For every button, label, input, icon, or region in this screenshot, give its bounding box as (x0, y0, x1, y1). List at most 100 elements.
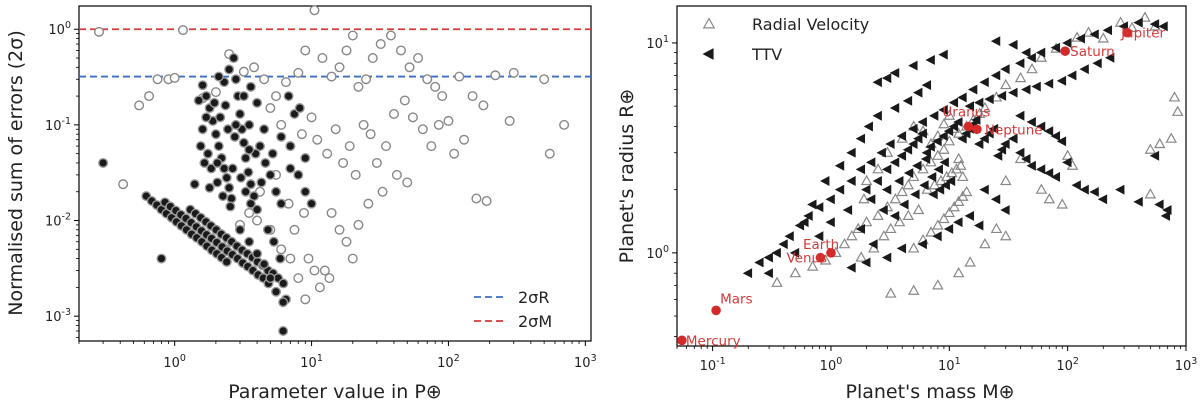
radial-velocity-point (846, 230, 858, 241)
filled-circle-point (283, 91, 294, 102)
ttv-point (917, 117, 927, 127)
ttv-point (1102, 25, 1113, 36)
radial-velocity-point (938, 143, 950, 154)
ttv-point (953, 117, 963, 127)
ttv-point (1021, 84, 1031, 95)
filled-circle-point (201, 91, 212, 102)
ttv-point (917, 128, 927, 139)
open-circle-point (324, 273, 335, 284)
filled-circle-point (230, 74, 241, 85)
planet-mars (711, 305, 721, 316)
open-circle-point (391, 169, 402, 180)
right-y-axis-label: Planet's radius R⊕ (616, 89, 638, 264)
ttv-point (919, 180, 929, 191)
ttv-point (920, 154, 931, 164)
open-circle-point (300, 294, 311, 305)
ttv-point (908, 123, 918, 134)
open-circle-point (210, 87, 221, 98)
ttv-point (1015, 58, 1025, 69)
filled-circle-point (245, 179, 256, 190)
ttv-point (899, 199, 909, 210)
ttv-point (861, 184, 871, 195)
filled-circle-point (260, 157, 271, 168)
legend-ttv-marker (702, 48, 714, 60)
filled-circle-point (276, 198, 287, 209)
ttv-point (1062, 38, 1072, 48)
open-circle-point (404, 62, 415, 73)
ttv-point (1050, 42, 1061, 53)
open-circle-point (471, 193, 482, 204)
open-circle-point (459, 134, 470, 145)
ttv-point (803, 210, 813, 221)
ttv-point (1079, 184, 1089, 195)
open-circle-point (544, 148, 555, 159)
ttv-point (1071, 180, 1081, 191)
planet-label-venus: Venus (786, 251, 827, 267)
ttv-point (1160, 210, 1171, 221)
y-tick-label: 10-3 (45, 307, 71, 325)
filled-circle-point (293, 169, 304, 180)
radial-velocity-point (1035, 51, 1048, 62)
filled-circle-point (252, 204, 263, 215)
ttv-point (889, 103, 900, 113)
radial-velocity-point (952, 266, 965, 278)
open-circle-point (508, 67, 519, 78)
open-circle-point (249, 62, 260, 73)
ttv-point (1031, 81, 1041, 92)
filled-circle-point (271, 186, 282, 197)
ttv-point (896, 150, 907, 161)
open-circle-point (433, 119, 444, 130)
ttv-point (872, 110, 882, 121)
radial-velocity-point (990, 222, 1003, 234)
open-circle-point (449, 148, 460, 159)
x-tick-label: 102 (1056, 356, 1079, 374)
open-circle-point (490, 70, 501, 81)
filled-circle-point (209, 97, 220, 108)
filled-circle-point (206, 163, 217, 174)
open-circle-point (94, 26, 105, 37)
ttv-point (957, 92, 967, 103)
y-tick-label: 10-1 (45, 116, 71, 134)
open-circle-point (361, 74, 372, 85)
ttv-point (990, 36, 1001, 47)
open-circle-point (252, 215, 263, 226)
x-tick-label: 10-1 (700, 356, 726, 374)
left-plot-frame (78, 5, 592, 342)
open-circle-point (312, 134, 323, 145)
ttv-point (1000, 139, 1010, 149)
ttv-point (820, 176, 830, 186)
open-circle-point (402, 177, 413, 188)
radial-velocity-point (957, 170, 969, 182)
open-circle-point (289, 224, 300, 235)
filled-circle-point (221, 256, 232, 267)
radial-velocity-point (1144, 188, 1157, 199)
ttv-point (881, 73, 892, 84)
ttv-point (953, 217, 963, 228)
ttv-point (1158, 21, 1168, 32)
filled-circle-point (238, 137, 249, 148)
open-circle-point (300, 45, 311, 56)
open-circle-point (365, 129, 376, 140)
filled-circle-point (204, 182, 215, 193)
open-circle-point (271, 91, 282, 102)
filled-circle-point (156, 253, 167, 264)
ttv-point (1000, 205, 1010, 215)
radial-velocity-point (1043, 193, 1056, 204)
ttv-point (921, 80, 932, 91)
radial-velocity-point (872, 209, 884, 221)
filled-circle-point (268, 236, 279, 247)
ttv-point (1000, 64, 1010, 75)
ttv-point (889, 157, 900, 168)
open-circle-point (298, 207, 309, 218)
open-circle-point (330, 124, 341, 135)
filled-circle-point (222, 124, 233, 135)
filled-circle-point (252, 97, 263, 108)
open-circle-point (134, 100, 145, 111)
ttv-point (881, 164, 892, 175)
ttv-point (1154, 199, 1164, 210)
filled-circle-point (197, 80, 208, 91)
ttv-point (945, 176, 956, 186)
filled-circle-point (210, 129, 221, 140)
radial-velocity-point (948, 200, 960, 212)
